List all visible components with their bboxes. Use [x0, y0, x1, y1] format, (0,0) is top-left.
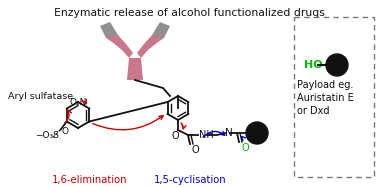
Text: O: O	[191, 145, 198, 155]
Polygon shape	[152, 22, 170, 38]
Polygon shape	[106, 32, 133, 58]
Text: O₂N: O₂N	[70, 97, 87, 107]
Polygon shape	[100, 22, 118, 38]
Text: NH: NH	[199, 130, 214, 140]
Text: Payload eg.
Auristatin E
or Dxd: Payload eg. Auristatin E or Dxd	[297, 80, 354, 116]
Polygon shape	[137, 32, 164, 58]
FancyArrowPatch shape	[181, 123, 186, 129]
FancyArrowPatch shape	[82, 99, 87, 104]
Text: HO: HO	[304, 60, 323, 70]
Text: O: O	[62, 128, 69, 137]
Text: O: O	[171, 131, 179, 141]
Text: Enzymatic release of alcohol functionalized drugs: Enzymatic release of alcohol functionali…	[54, 8, 324, 18]
Text: 1,5-cyclisation: 1,5-cyclisation	[154, 175, 226, 185]
FancyArrowPatch shape	[93, 116, 163, 130]
Text: −O₃S: −O₃S	[35, 131, 59, 140]
Circle shape	[246, 122, 268, 144]
Text: O: O	[241, 143, 249, 153]
Text: Aryl sulfatase: Aryl sulfatase	[8, 92, 73, 101]
Circle shape	[326, 54, 348, 76]
Polygon shape	[127, 58, 143, 80]
FancyArrowPatch shape	[203, 131, 225, 137]
Text: 1,6-elimination: 1,6-elimination	[52, 175, 128, 185]
Text: N: N	[225, 128, 233, 138]
FancyArrowPatch shape	[65, 110, 71, 123]
FancyArrowPatch shape	[242, 137, 246, 141]
